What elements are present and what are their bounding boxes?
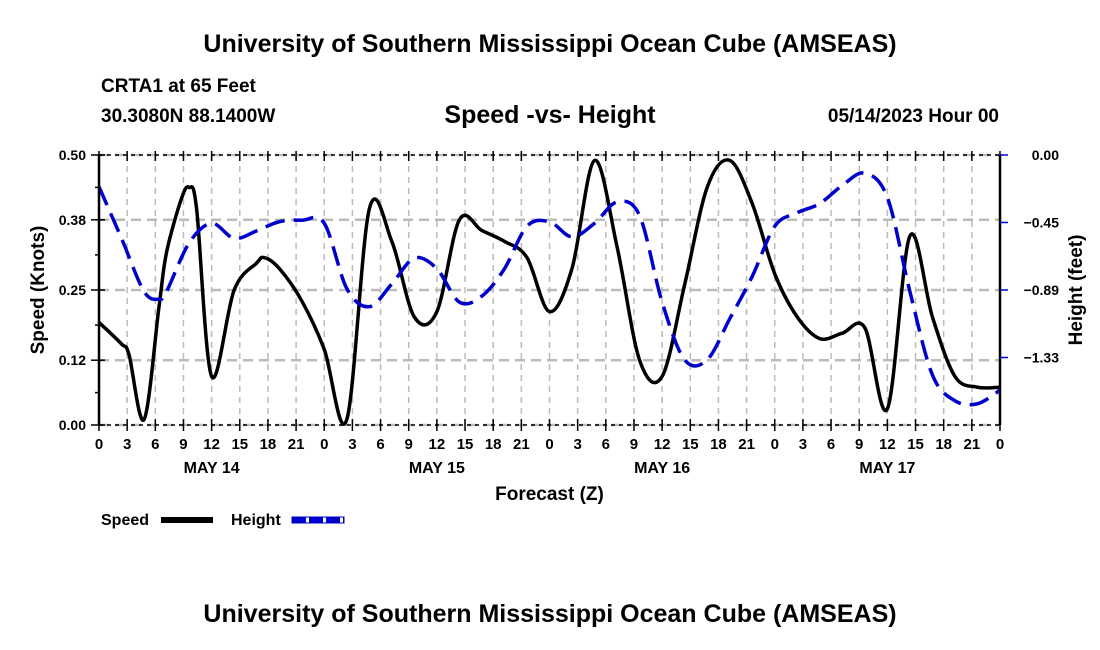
x-tick-label: 0 xyxy=(996,436,1004,453)
x-tick-label: 3 xyxy=(123,436,131,453)
x-tick-label: 6 xyxy=(151,436,159,453)
x-tick-label: 0 xyxy=(95,436,103,453)
y-tick-label: 0.25 xyxy=(59,282,86,298)
y-tick-label: 0.50 xyxy=(59,147,86,163)
x-tick-label: 0 xyxy=(771,436,779,453)
y-tick-label: 0.38 xyxy=(59,212,86,228)
x-axis-title: Forecast (Z) xyxy=(495,484,604,505)
y-tick-label: 0.12 xyxy=(59,352,86,368)
x-tick-label: 15 xyxy=(457,436,474,453)
footer-title: University of Southern Mississippi Ocean… xyxy=(203,600,897,628)
y2-tick-label: −0.45 xyxy=(1024,215,1060,231)
x-tick-label: 21 xyxy=(738,436,755,453)
x-tick-label: 15 xyxy=(231,436,248,453)
series-layer xyxy=(97,158,1001,426)
x-tick-label: 9 xyxy=(179,436,187,453)
x-tick-label: 15 xyxy=(907,436,924,453)
x-tick-label: 3 xyxy=(799,436,807,453)
coordinates-label: 30.3080N 88.1400W xyxy=(101,106,276,127)
y-tick-label: 0.00 xyxy=(59,417,86,433)
page-title: University of Southern Mississippi Ocean… xyxy=(203,30,897,58)
x-tick-label: 6 xyxy=(376,436,384,453)
x-tick-label: 3 xyxy=(348,436,356,453)
y2-tick-label: −1.33 xyxy=(1024,350,1060,366)
day-label: MAY 14 xyxy=(184,460,240,477)
x-tick-label: 21 xyxy=(288,436,305,453)
x-tick-label: 18 xyxy=(710,436,727,453)
legend-label-height: Height xyxy=(231,512,281,529)
x-tick-label: 6 xyxy=(827,436,835,453)
x-tick-label: 18 xyxy=(485,436,502,453)
x-tick-label: 0 xyxy=(545,436,553,453)
y2-axis-title: Height (feet) xyxy=(1066,235,1087,346)
x-tick-label: 0 xyxy=(320,436,328,453)
series-speed-line xyxy=(97,158,1001,426)
chart-subtitle: Speed -vs- Height xyxy=(444,101,656,129)
x-tick-label: 9 xyxy=(855,436,863,453)
legend-label-speed: Speed xyxy=(101,512,149,529)
x-tick-label: 15 xyxy=(682,436,699,453)
x-tick-label: 9 xyxy=(630,436,638,453)
x-tick-label: 12 xyxy=(879,436,896,453)
x-tick-label: 6 xyxy=(602,436,610,453)
series-height-line xyxy=(97,171,1001,407)
axes: 0 3 6 9 12 15 18 21 0 3 6 9 12 15 18 21 0 3 6 9 12 15 18 21 0 3 6 9… xyxy=(28,147,1087,505)
y2-tick-label: 0.00 xyxy=(1032,147,1059,163)
station-label: CRTA1 at 65 Feet xyxy=(101,76,256,97)
x-tick-label: 12 xyxy=(429,436,446,453)
x-tick-label: 18 xyxy=(260,436,277,453)
day-label: MAY 16 xyxy=(634,460,690,477)
x-tick-label: 21 xyxy=(513,436,530,453)
legend: Speed Height xyxy=(101,512,345,529)
x-tick-label: 9 xyxy=(405,436,413,453)
x-tick-label: 21 xyxy=(964,436,981,453)
forecast-datetime: 05/14/2023 Hour 00 xyxy=(827,106,999,127)
y2-tick-label: −0.89 xyxy=(1024,282,1060,298)
y-axis-title: Speed (Knots) xyxy=(28,226,49,355)
x-tick-label: 3 xyxy=(573,436,581,453)
x-tick-label: 18 xyxy=(935,436,952,453)
x-tick-label: 12 xyxy=(203,436,220,453)
legend-swatch-border xyxy=(291,516,345,524)
x-tick-label: 12 xyxy=(654,436,671,453)
day-label: MAY 17 xyxy=(859,460,915,477)
day-label: MAY 15 xyxy=(409,460,465,477)
